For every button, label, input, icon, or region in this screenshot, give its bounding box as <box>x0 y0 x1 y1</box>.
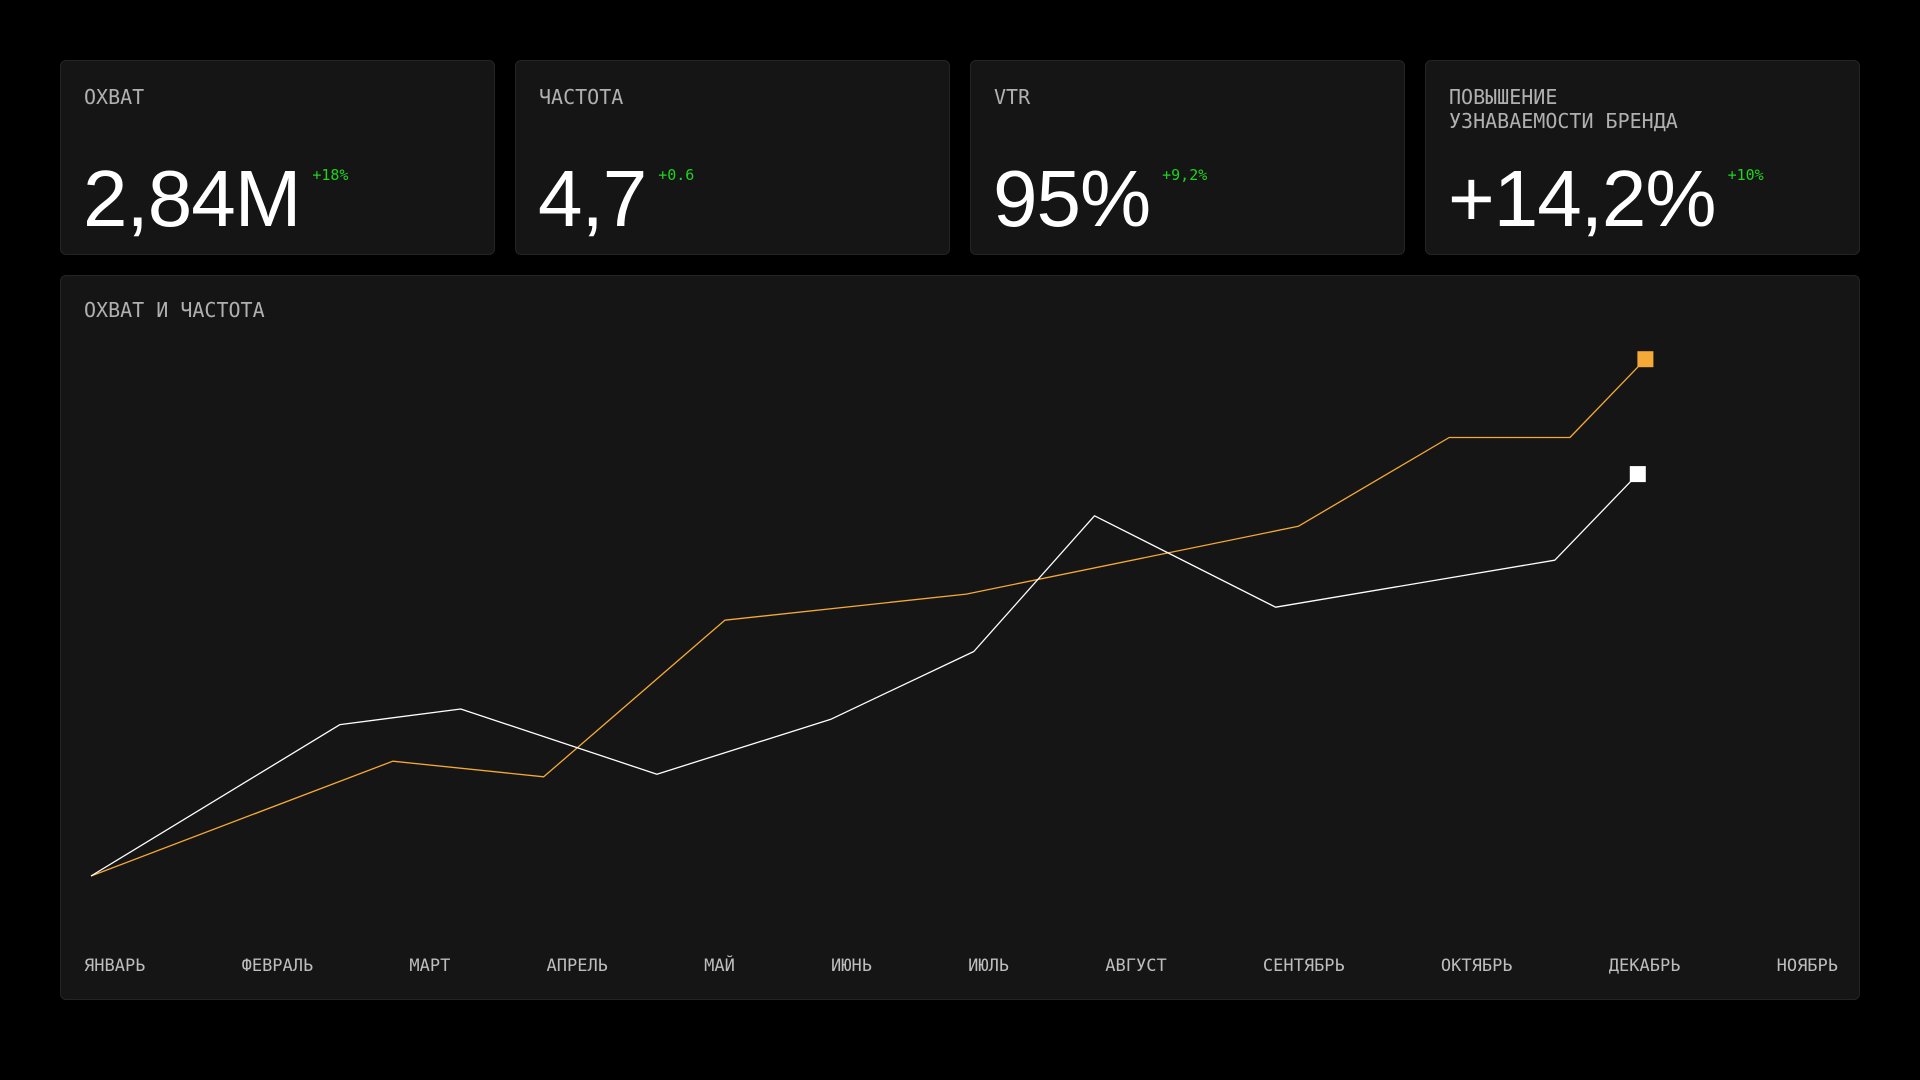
series-line-1 <box>90 358 1646 877</box>
x-tick-label: АВГУСТ <box>1105 956 1166 976</box>
series-end-marker-2 <box>1629 466 1646 483</box>
kpi-card-reach: ОХВАТ 2,84M 2,84M+18% <box>60 60 495 255</box>
kpi-label: ЧАСТОТА <box>539 85 624 109</box>
kpi-delta-badge: +0.6 <box>658 166 695 184</box>
x-tick-label: ИЮНЬ <box>831 956 872 976</box>
series-line-2 <box>90 473 1639 877</box>
chart-card: ЯНВАРЬ ФЕВРАЛЬ МАРТ АПРЕЛЬ МАЙ ИЮНЬ ИЮЛЬ АВГУСТ… <box>60 275 1860 1000</box>
kpi-label: ПОВЫШЕНИЕ УЗНАВАЕМОСТИ БРЕНДА <box>1449 85 1678 133</box>
kpi-card-vtr: VTR 95% 95%+9,2% <box>970 60 1405 255</box>
kpi-label: VTR <box>994 85 1031 109</box>
x-tick-label: ИЮЛЬ <box>968 956 1009 976</box>
kpi-value: 95% <box>993 154 1151 243</box>
x-tick-label: ДЕКАБРЬ <box>1609 956 1681 976</box>
kpi-delta-badge: +18% <box>312 166 349 184</box>
line-chart: ЯНВАРЬ ФЕВРАЛЬ МАРТ АПРЕЛЬ МАЙ ИЮНЬ ИЮЛЬ АВГУСТ… <box>84 351 1838 976</box>
x-axis-labels: ЯНВАРЬ ФЕВРАЛЬ МАРТ АПРЕЛЬ МАЙ ИЮНЬ ИЮЛЬ АВГУСТ… <box>84 954 1838 976</box>
kpi-delta-badge: +9,2% <box>1162 166 1208 184</box>
x-tick-label: ФЕВРАЛЬ <box>242 956 314 976</box>
x-tick-label: МАЙ <box>704 954 735 976</box>
kpi-delta-badge: +10% <box>1727 166 1764 184</box>
kpi-value: 4,7 <box>538 154 647 243</box>
kpi-card-frequency: ЧАСТОТА 4,7 4,7+0.6 <box>515 60 950 255</box>
kpi-card-brand-awareness: ПОВЫШЕНИЕ УЗНАВАЕМОСТИ БРЕНДА +14,2% +14… <box>1425 60 1860 255</box>
kpi-value: +14,2% <box>1448 154 1717 243</box>
x-tick-label: НОЯБРЬ <box>1777 956 1838 976</box>
x-tick-label: АПРЕЛЬ <box>547 956 608 976</box>
kpi-label: ОХВАТ <box>84 85 145 109</box>
x-tick-label: МАРТ <box>409 956 450 976</box>
x-tick-label: ОКТЯБРЬ <box>1441 956 1513 976</box>
kpi-value: 2,84M <box>83 154 301 243</box>
x-tick-label: СЕНТЯБРЬ <box>1263 956 1345 976</box>
series-end-marker-1 <box>1637 351 1654 368</box>
chart-title: ОХВАТ И ЧАСТОТА <box>84 298 265 322</box>
x-tick-label: ЯНВАРЬ <box>84 956 145 976</box>
